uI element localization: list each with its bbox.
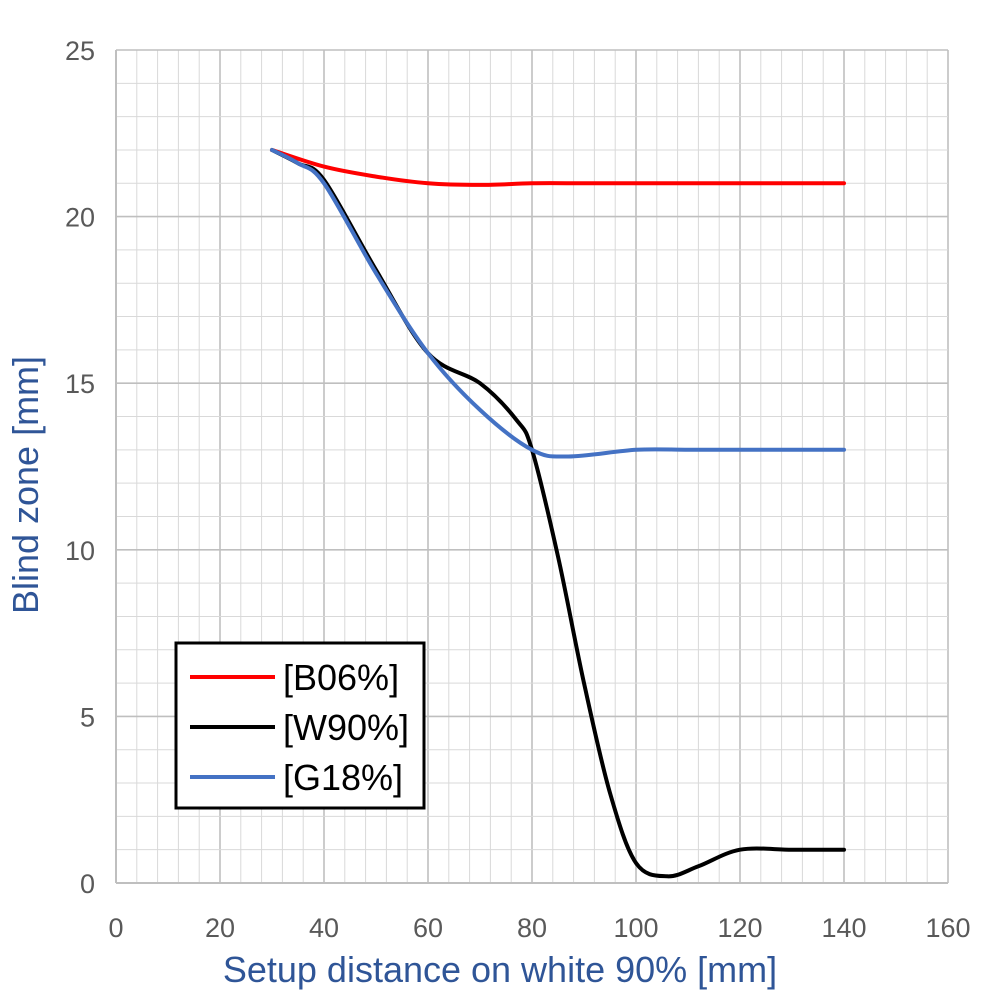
x-tick-label: 120 bbox=[717, 913, 762, 943]
y-tick-labels: 0 5 10 15 20 25 bbox=[65, 36, 95, 899]
y-tick-label: 20 bbox=[65, 203, 95, 233]
x-tick-label: 80 bbox=[517, 913, 547, 943]
x-axis-title: Setup distance on white 90% [mm] bbox=[223, 949, 777, 990]
x-tick-label: 0 bbox=[108, 913, 123, 943]
series-line-g18 bbox=[270, 148, 846, 459]
x-tick-label: 60 bbox=[413, 913, 443, 943]
x-tick-label: 20 bbox=[205, 913, 235, 943]
series-line-b06 bbox=[270, 148, 846, 187]
y-tick-label: 15 bbox=[65, 369, 95, 399]
y-tick-label: 0 bbox=[80, 869, 95, 899]
legend-label-b06: [B06%] bbox=[283, 657, 399, 698]
y-axis-title: Blind zone [mm] bbox=[5, 356, 46, 614]
x-tick-label: 100 bbox=[613, 913, 658, 943]
y-tick-label: 25 bbox=[65, 36, 95, 66]
legend-label-g18: [G18%] bbox=[283, 757, 403, 798]
legend-box bbox=[174, 641, 426, 810]
series-lines bbox=[270, 148, 846, 879]
x-tick-labels: 0 20 40 60 80 100 120 140 160 bbox=[108, 913, 970, 943]
y-tick-label: 10 bbox=[65, 536, 95, 566]
axes bbox=[115, 50, 948, 884]
legend-label-w90: [W90%] bbox=[283, 707, 409, 748]
x-tick-label: 40 bbox=[309, 913, 339, 943]
legend: [B06%] [W90%] [G18%] bbox=[174, 641, 426, 810]
x-tick-label: 160 bbox=[925, 913, 970, 943]
y-tick-label: 5 bbox=[80, 702, 95, 732]
x-tick-label: 140 bbox=[821, 913, 866, 943]
